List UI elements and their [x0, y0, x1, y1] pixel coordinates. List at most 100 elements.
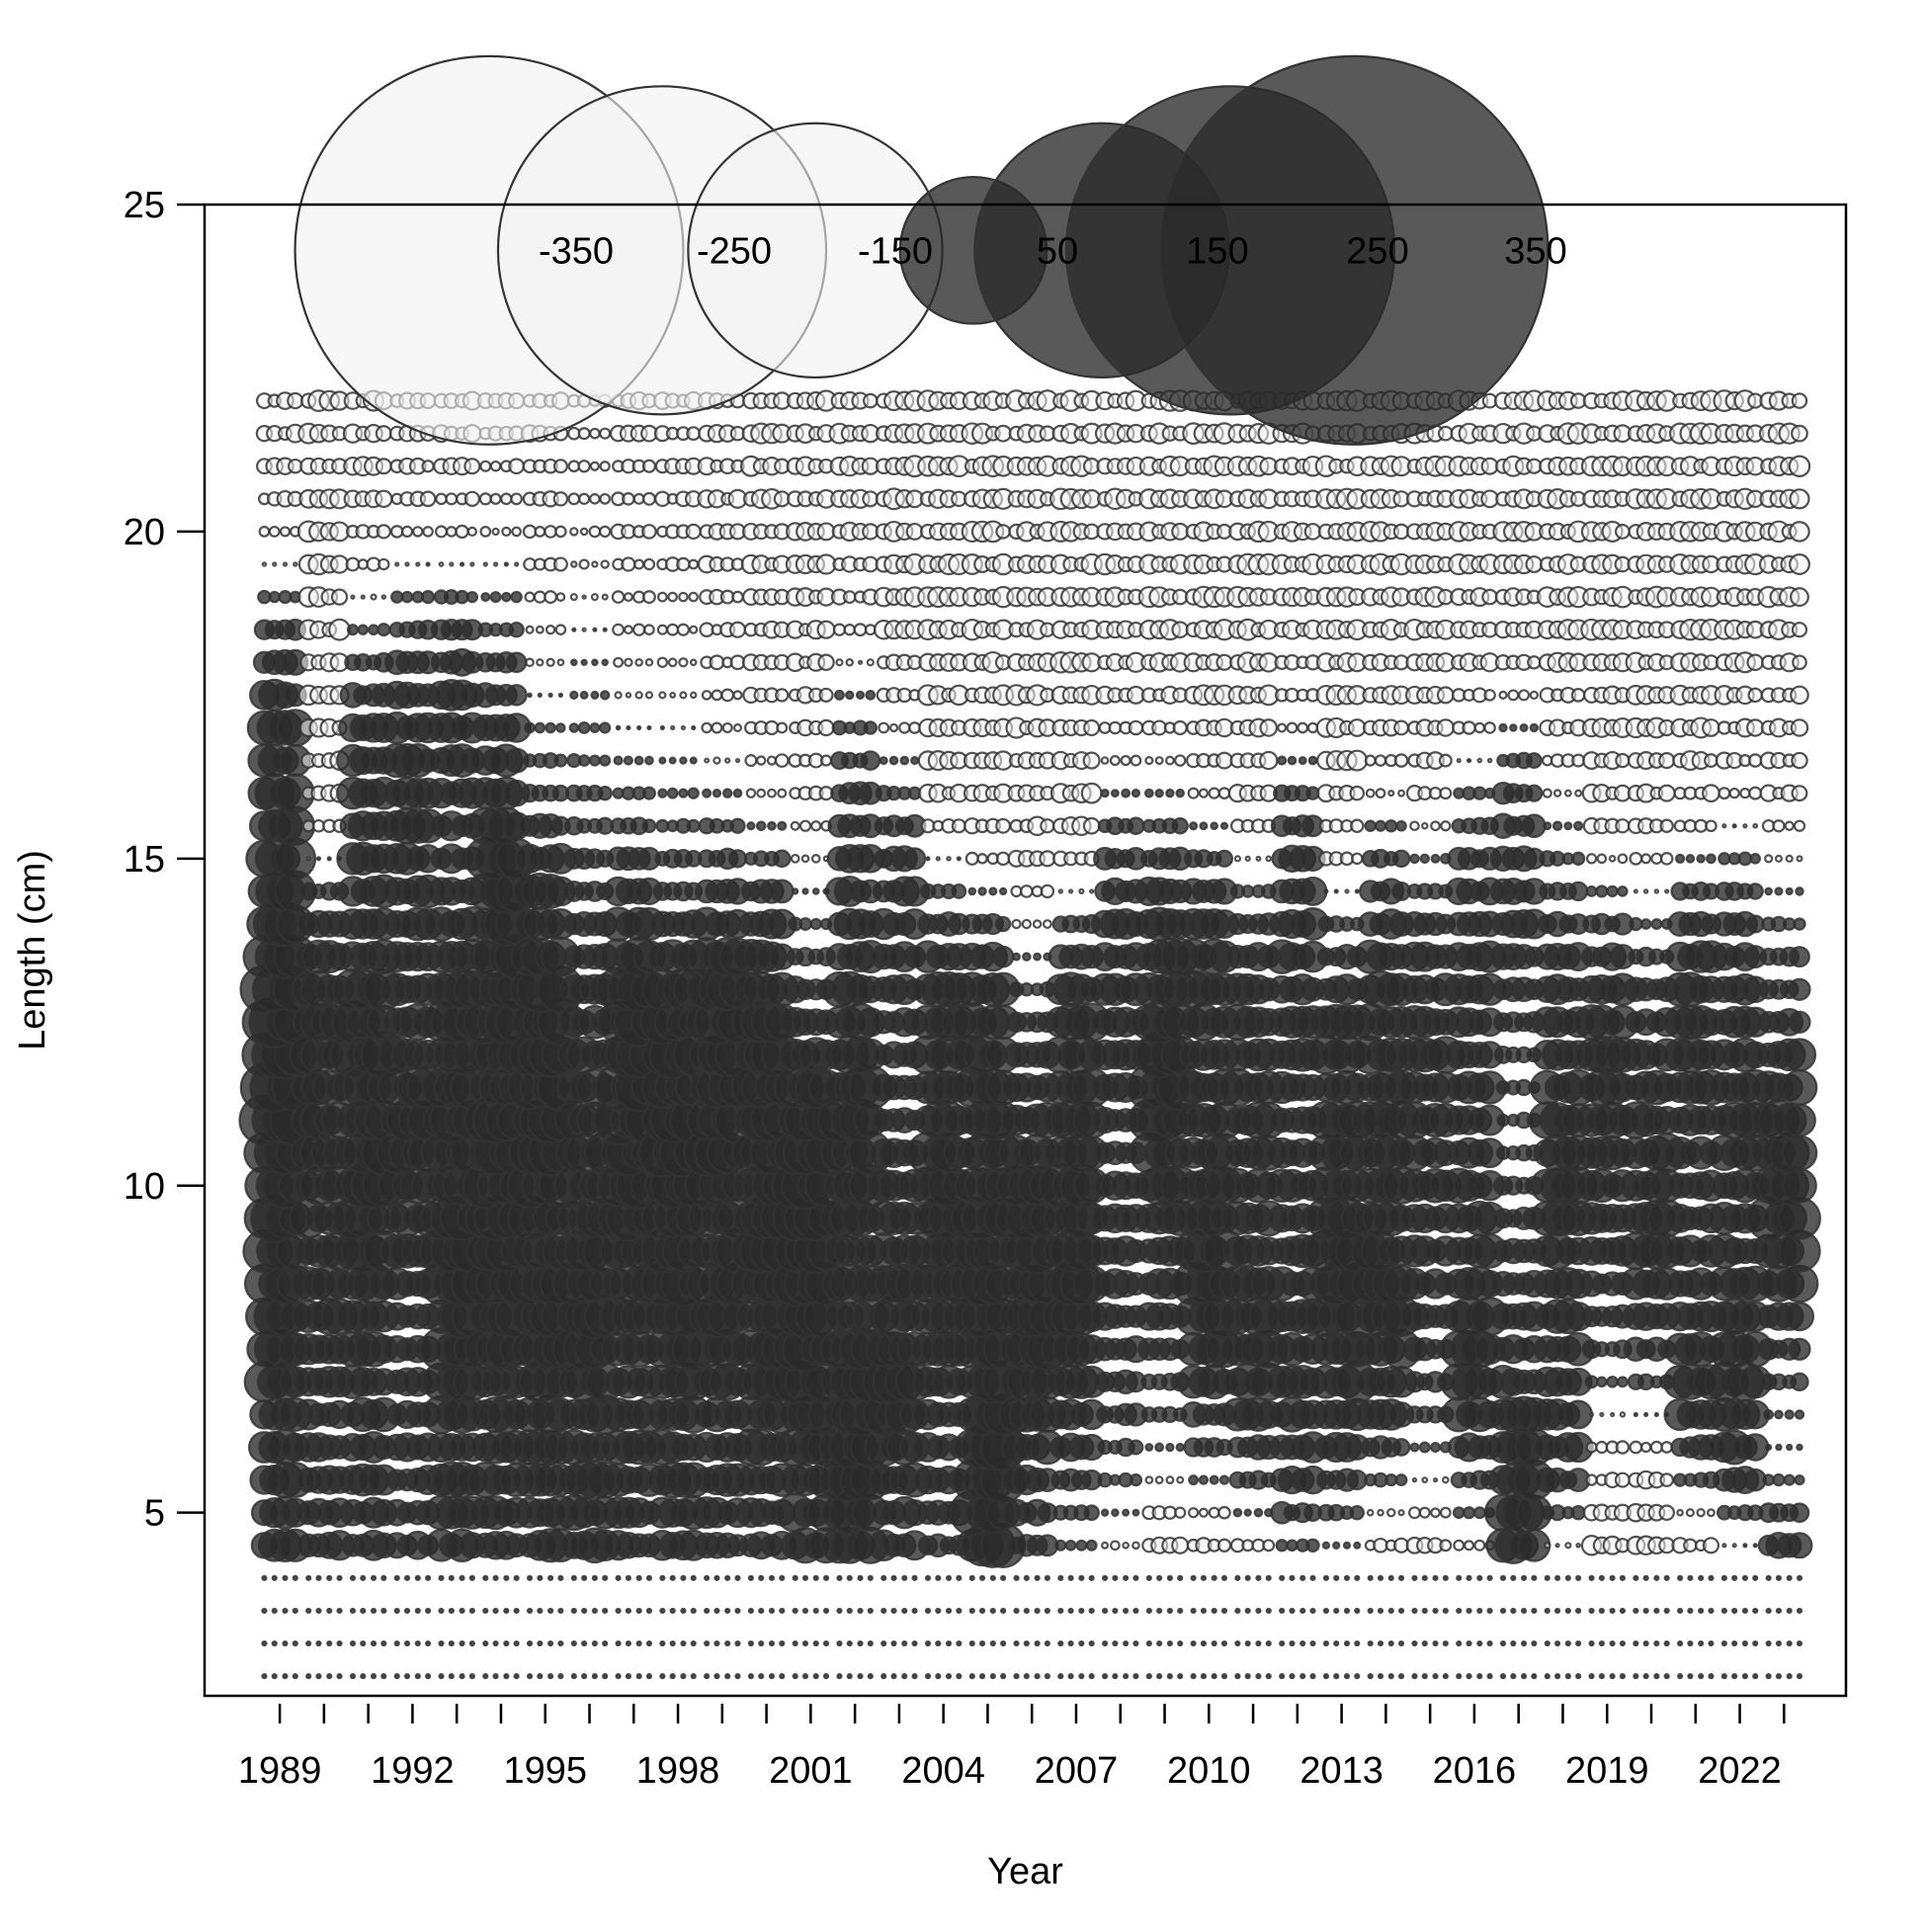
bubble [1354, 888, 1360, 894]
bubble [1544, 1673, 1550, 1680]
bubble [599, 427, 612, 440]
bubble [414, 1574, 421, 1581]
bubble [1175, 1442, 1185, 1453]
bubble [1188, 1507, 1200, 1519]
bubble [545, 721, 556, 734]
bubble [613, 656, 625, 668]
bubble [349, 1574, 357, 1581]
bubble [846, 1607, 853, 1615]
bubble [1127, 816, 1145, 835]
bubble [1120, 755, 1131, 767]
bubble [547, 1673, 554, 1680]
bubble [686, 818, 701, 833]
bubble [792, 887, 799, 895]
bubble [1211, 1574, 1217, 1581]
bubble [680, 1639, 687, 1647]
bubble [524, 721, 536, 734]
bubble [1023, 1607, 1030, 1615]
bubble [1615, 818, 1631, 834]
bubble [376, 524, 391, 540]
bubble [1507, 689, 1520, 702]
bubble [712, 756, 721, 765]
bubble [360, 1574, 367, 1581]
bubble [775, 688, 790, 703]
bubble [968, 1607, 975, 1615]
bubble [625, 692, 632, 699]
bubble [1606, 1376, 1619, 1388]
bubble [645, 1607, 653, 1615]
bubble [623, 592, 633, 603]
bubble [756, 755, 767, 766]
bubble [1265, 1639, 1272, 1647]
bubble [910, 756, 920, 766]
bubble [261, 1607, 268, 1615]
bubble [615, 724, 622, 731]
bubble [819, 754, 833, 767]
bubble [801, 1574, 809, 1581]
bubble [1349, 785, 1366, 801]
bubble [1442, 1639, 1449, 1647]
bubble [625, 1639, 632, 1647]
bubble [790, 853, 800, 864]
bubble [1430, 820, 1441, 832]
bubble [545, 624, 556, 635]
bubble [1279, 1607, 1286, 1615]
bubble [641, 590, 656, 605]
bubble [1397, 789, 1405, 798]
bubble [1421, 821, 1429, 830]
bubble [1057, 1574, 1064, 1581]
bubble [1616, 1376, 1629, 1388]
bubble [1034, 1607, 1041, 1615]
bubble [800, 854, 810, 864]
bubble [1210, 821, 1219, 831]
bubble [577, 460, 591, 473]
bubble [704, 757, 711, 764]
bubble [370, 1574, 377, 1581]
bubble [375, 489, 393, 509]
bubble [1265, 1607, 1272, 1615]
bubble [1132, 1574, 1139, 1581]
bubble [1259, 750, 1279, 771]
bubble [1367, 1639, 1374, 1647]
bubble [734, 1607, 741, 1615]
bubble [704, 1673, 711, 1680]
bubble [578, 558, 590, 570]
bubble [526, 1639, 534, 1647]
bubble [1023, 1639, 1030, 1647]
bubble [1397, 1574, 1405, 1581]
bubble [1123, 1673, 1130, 1680]
bubble [845, 690, 855, 701]
bubble [679, 691, 688, 700]
bubble [1411, 1673, 1418, 1680]
bubble [514, 561, 520, 567]
bubble [404, 561, 410, 567]
bubble [468, 1673, 475, 1680]
bubble [1287, 755, 1298, 766]
bubble [956, 1639, 963, 1647]
bubble [680, 1607, 687, 1615]
bubble [1333, 1574, 1340, 1581]
bubble [1101, 1574, 1109, 1581]
bubble [822, 1607, 830, 1615]
bubble [1131, 1541, 1140, 1551]
bubble [945, 1607, 953, 1615]
bubble [812, 1673, 819, 1680]
bubble [769, 879, 795, 904]
bubble [1022, 952, 1032, 962]
bubble [832, 623, 847, 636]
bubble [403, 1607, 411, 1615]
bubble [614, 691, 623, 700]
bubble [632, 623, 646, 636]
bubble [1208, 1506, 1220, 1519]
bubble [721, 788, 733, 798]
bubble [1609, 1607, 1616, 1615]
bubble [779, 1639, 786, 1647]
bubble [1323, 888, 1329, 894]
bubble [1344, 888, 1350, 894]
bubble [1615, 752, 1631, 769]
bubble [370, 593, 377, 601]
bubble [293, 561, 298, 567]
bubble [890, 1607, 897, 1615]
bubble [1544, 1639, 1550, 1647]
bubble [1663, 1607, 1670, 1615]
